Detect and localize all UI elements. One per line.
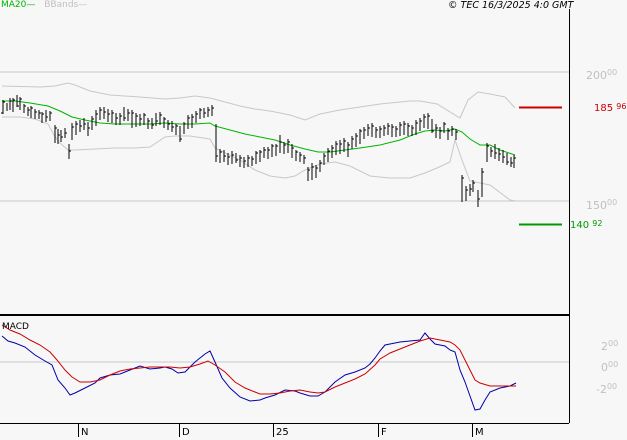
x-tick-m: M [475,427,484,438]
macd-title: MACD [2,322,29,332]
chart-legend: MA20— BBands— [1,0,87,11]
x-tick-25: 25 [276,427,289,438]
y-tick-150-dec: 00 [607,198,618,207]
resistance-int: 185 [594,103,614,114]
signal-line-path [1,324,516,395]
macd-y-tick-neg2-int: -2 [596,383,607,396]
y-tick-200: 20000 [586,68,617,82]
x-tick-f: F [381,427,387,438]
bband-lower [2,116,517,202]
x-tick-n: N [81,427,89,438]
copyright-timestamp: © TEC 16/3/2025 4:0 GMT [448,0,574,11]
macd-y-tick-2: 200 [601,339,618,353]
legend-ma20-swatch: — [26,0,36,10]
y-tick-150-int: 150 [586,199,607,212]
macd-y-tick-0-int: 0 [601,361,608,374]
support-int: 140 [570,220,590,231]
legend-ma20: MA20 [1,0,27,10]
y-tick-150: 15000 [586,198,617,212]
x-tick-d: D [182,427,190,438]
resistance-label: 185 96 [594,102,626,114]
macd-y-tick-0: 000 [601,360,618,374]
support-label: 140 92 [570,219,602,231]
legend-bbands-swatch: — [78,0,88,10]
macd-y-tick-neg2-dec: 00 [606,382,618,391]
legend-bbands: BBands [44,0,79,10]
macd-y-tick-2-int: 2 [601,340,608,353]
ohlc-bars [1,95,516,207]
y-tick-200-dec: 00 [607,68,618,77]
bband-upper [1,82,516,121]
support-dec: 92 [592,219,603,228]
macd-y-tick-0-dec: 00 [608,360,619,369]
y-tick-200-int: 200 [586,69,607,82]
macd-y-tick-2-dec: 00 [608,339,619,348]
x-axis-ticks [78,423,473,437]
macd-y-tick-neg2: -200 [596,382,617,396]
resistance-dec: 96 [616,102,627,111]
macd-line [1,332,517,411]
